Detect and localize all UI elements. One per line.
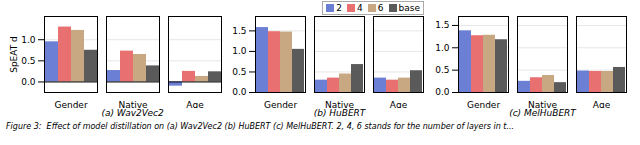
svg-text:1.0: 1.0 [232,46,247,56]
svg-text:Native: Native [118,100,148,108]
svg-text:Age: Age [186,100,204,108]
html-text:Figure 3: Effect of model dist: Figure 3: Effect of model distillation o… [6,122,515,131]
svg-text:0.5: 0.5 [21,56,35,66]
svg-text:Native: Native [528,100,558,108]
html-text:(b) HuBERT: (b) HuBERT [313,108,366,118]
svg-text:Gender: Gender [467,100,500,108]
svg-text:Age: Age [390,100,408,108]
svg-text:0.0: 0.0 [21,77,36,87]
html-text:base: base [398,3,420,13]
svg-text:1.5: 1.5 [435,20,449,30]
svg-text:1.0: 1.0 [435,43,450,53]
svg-text:Gender: Gender [264,100,297,108]
svg-text:0.0: 0.0 [435,87,450,97]
svg-text:SpEAT d: SpEAT d [9,36,19,73]
svg-text:1.5: 1.5 [232,26,246,36]
svg-text:Gender: Gender [54,100,87,108]
svg-text:1.0: 1.0 [21,35,36,45]
html-text:4: 4 [357,3,363,13]
html-text:(c) MelHuBERT: (c) MelHuBERT [509,108,576,118]
svg-text:0.0: 0.0 [232,87,247,97]
svg-text:Native: Native [325,100,355,108]
html-text:(a) Wav2Vec2: (a) Wav2Vec2 [101,108,164,118]
svg-text:0.5: 0.5 [232,67,246,77]
html-text:2: 2 [336,3,343,13]
svg-text:Age: Age [593,100,611,108]
svg-text:0.5: 0.5 [435,65,449,75]
html-text:6: 6 [377,3,384,13]
